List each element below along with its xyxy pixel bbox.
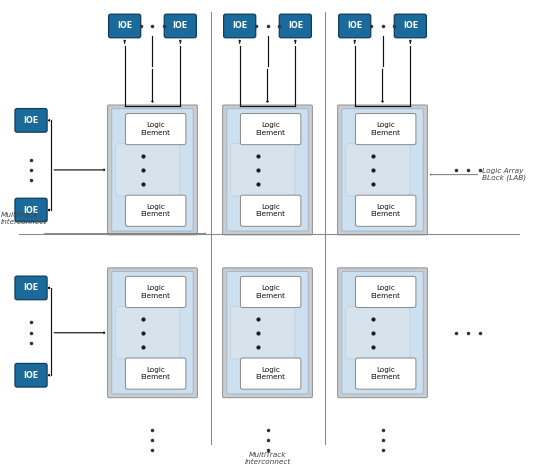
FancyBboxPatch shape	[15, 109, 47, 132]
Text: Logic
Element: Logic Element	[141, 122, 171, 136]
Text: IOE: IOE	[232, 21, 247, 31]
Text: IOE: IOE	[173, 21, 188, 31]
FancyBboxPatch shape	[109, 14, 141, 38]
FancyBboxPatch shape	[116, 144, 180, 196]
FancyBboxPatch shape	[15, 363, 47, 387]
Text: IOE: IOE	[24, 283, 39, 293]
Text: IOE: IOE	[24, 205, 39, 215]
FancyBboxPatch shape	[240, 195, 301, 227]
FancyBboxPatch shape	[355, 195, 416, 227]
FancyBboxPatch shape	[240, 358, 301, 389]
FancyBboxPatch shape	[240, 277, 301, 308]
FancyBboxPatch shape	[279, 14, 311, 38]
Text: IOE: IOE	[347, 21, 362, 31]
Text: Logic
Element: Logic Element	[371, 285, 401, 299]
FancyBboxPatch shape	[338, 268, 427, 397]
FancyBboxPatch shape	[223, 105, 312, 235]
Text: Logic
Element: Logic Element	[141, 367, 171, 380]
FancyBboxPatch shape	[355, 113, 416, 144]
FancyBboxPatch shape	[231, 144, 295, 196]
Text: Logic
Element: Logic Element	[371, 122, 401, 136]
FancyBboxPatch shape	[112, 272, 193, 394]
FancyBboxPatch shape	[224, 14, 256, 38]
FancyBboxPatch shape	[112, 109, 193, 231]
Text: Logic
Element: Logic Element	[371, 204, 401, 218]
FancyBboxPatch shape	[108, 105, 197, 235]
Text: Logic
Element: Logic Element	[256, 204, 286, 218]
Text: Logic
Element: Logic Element	[256, 285, 286, 299]
FancyBboxPatch shape	[338, 105, 427, 235]
FancyBboxPatch shape	[125, 277, 186, 308]
Text: Logic Array
BLock (LAB): Logic Array BLock (LAB)	[482, 168, 525, 181]
FancyBboxPatch shape	[355, 277, 416, 308]
FancyBboxPatch shape	[394, 14, 426, 38]
Text: IOE: IOE	[288, 21, 303, 31]
Text: Logic
Element: Logic Element	[256, 367, 286, 380]
Text: Logic
Element: Logic Element	[371, 367, 401, 380]
FancyBboxPatch shape	[346, 144, 410, 196]
Text: IOE: IOE	[117, 21, 132, 31]
Text: IOE: IOE	[24, 371, 39, 380]
FancyBboxPatch shape	[346, 307, 410, 359]
FancyBboxPatch shape	[227, 272, 308, 394]
Text: IOE: IOE	[24, 116, 39, 125]
Text: Logic
Element: Logic Element	[141, 204, 171, 218]
FancyBboxPatch shape	[108, 268, 197, 397]
FancyBboxPatch shape	[125, 195, 186, 227]
Text: IOE: IOE	[403, 21, 418, 31]
FancyBboxPatch shape	[15, 198, 47, 222]
FancyBboxPatch shape	[339, 14, 371, 38]
FancyBboxPatch shape	[342, 272, 423, 394]
FancyBboxPatch shape	[227, 109, 308, 231]
FancyBboxPatch shape	[164, 14, 196, 38]
Text: Logic
Element: Logic Element	[141, 285, 171, 299]
FancyBboxPatch shape	[125, 358, 186, 389]
FancyBboxPatch shape	[342, 109, 423, 231]
FancyBboxPatch shape	[240, 113, 301, 144]
FancyBboxPatch shape	[223, 268, 312, 397]
Text: Logic
Element: Logic Element	[256, 122, 286, 136]
FancyBboxPatch shape	[125, 113, 186, 144]
FancyBboxPatch shape	[231, 307, 295, 359]
Text: MultiTrack
Interconnect: MultiTrack Interconnect	[1, 212, 47, 225]
FancyBboxPatch shape	[15, 276, 47, 300]
FancyBboxPatch shape	[116, 307, 180, 359]
FancyBboxPatch shape	[355, 358, 416, 389]
Text: MultiTrack
Interconnect: MultiTrack Interconnect	[244, 452, 291, 465]
